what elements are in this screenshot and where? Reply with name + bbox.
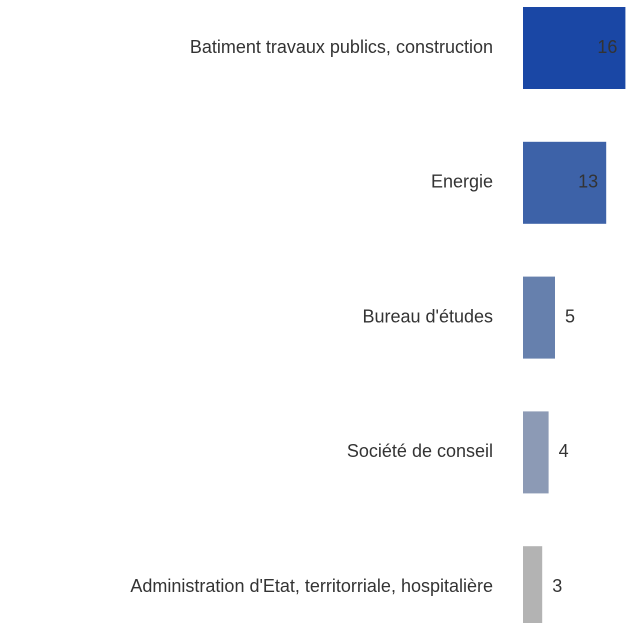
value-label: 5 (565, 306, 575, 326)
bar (523, 411, 549, 494)
value-label: 3 (552, 576, 562, 596)
category-label: Batiment travaux publics, construction (190, 37, 493, 57)
category-label: Energie (431, 172, 493, 192)
value-label: 4 (559, 441, 569, 461)
bar (523, 276, 555, 359)
value-label: 13 (578, 172, 598, 192)
category-label: Bureau d'études (362, 306, 493, 326)
bar (523, 7, 626, 89)
category-label: Société de conseil (347, 441, 493, 461)
bar (523, 546, 543, 623)
value-label: 16 (597, 37, 617, 57)
category-label: Administration d'Etat, territorriale, ho… (130, 576, 493, 596)
bar (523, 141, 607, 224)
